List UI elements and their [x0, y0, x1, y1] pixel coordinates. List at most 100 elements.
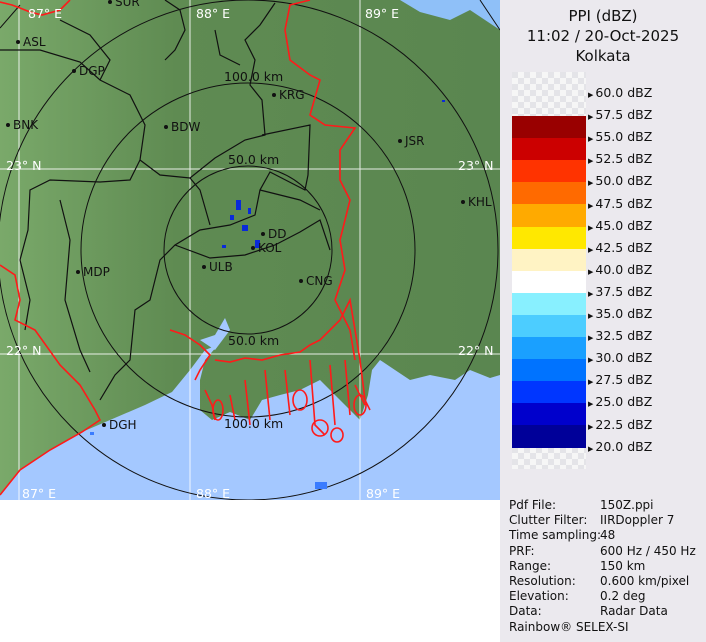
- info-value: 600 Hz / 450 Hz: [600, 543, 696, 558]
- city-asl: ASL: [16, 35, 46, 49]
- info-key: Elevation:: [509, 589, 569, 604]
- info-key: Pdf File:: [509, 498, 557, 512]
- info-key: Data:: [509, 604, 542, 619]
- info-key: Range:: [509, 558, 552, 573]
- colorbar-label: ▶ 20.0 dBZ: [588, 439, 652, 454]
- river-top: [400, 0, 500, 30]
- colorbar-label: ▶ 22.5 dBZ: [588, 417, 652, 432]
- info-key: Time sampling:: [509, 528, 602, 543]
- city-label: BDW: [171, 120, 200, 134]
- colorbar-label-text: 37.5 dBZ: [595, 283, 653, 299]
- colorbar-label: ▶ 57.5 dBZ: [588, 107, 652, 122]
- lat-label-22-right: 22° N: [458, 343, 493, 358]
- city-krg: KRG: [272, 88, 305, 102]
- city-marker-icon: [16, 40, 20, 44]
- tick-icon: ▶: [588, 223, 594, 232]
- colorbar-label-text: 55.0 dBZ: [595, 129, 653, 145]
- colorbar-label: ▶ 35.0 dBZ: [588, 306, 652, 321]
- info-row: Resolution: 0.600 km/pixel: [509, 574, 689, 588]
- city-marker-icon: [72, 69, 76, 73]
- colorbar-label-text: 40.0 dBZ: [595, 261, 653, 277]
- info-value: 150Z.ppi: [600, 498, 654, 512]
- info-value: 0.2 deg: [600, 589, 646, 604]
- radar-echoes: [90, 100, 445, 489]
- city-marker-icon: [299, 279, 303, 283]
- city-marker-icon: [76, 270, 80, 274]
- info-value: 0.600 km/pixel: [600, 574, 690, 588]
- colorbar-band: [512, 270, 586, 294]
- colorbar-band: [512, 425, 586, 448]
- colorbar-label-text: 45.0 dBZ: [595, 217, 653, 233]
- tick-icon: ▶: [588, 157, 594, 166]
- info-row: Range: 150 km: [509, 559, 645, 573]
- info-value: 48: [600, 528, 616, 543]
- graticule: [0, 0, 500, 500]
- city-label: DD: [268, 227, 286, 241]
- info-key: Clutter Filter:: [509, 513, 588, 528]
- colorbar-label: ▶ 55.0 dBZ: [588, 129, 652, 144]
- colorbar-label: ▶ 42.5 dBZ: [588, 240, 652, 255]
- colorbar-label: ▶ 52.5 dBZ: [588, 151, 652, 166]
- lon-label-87-bottom: 87° E: [22, 486, 56, 500]
- tick-icon: ▶: [588, 135, 594, 144]
- city-label: ULB: [209, 260, 233, 274]
- colorbar-label-text: 47.5 dBZ: [595, 195, 653, 211]
- colorbar-label-text: 42.5 dBZ: [595, 239, 653, 255]
- colorbar-label: ▶ 50.0 dBZ: [588, 173, 652, 188]
- colorbar-band: [512, 314, 586, 338]
- tick-icon: ▶: [588, 334, 594, 343]
- colorbar-label-text: 27.5 dBZ: [595, 372, 653, 388]
- city-jsr: JSR: [398, 134, 425, 148]
- city-marker-icon: [202, 265, 206, 269]
- info-row: Time sampling:48: [509, 528, 615, 542]
- lon-label-89: 89° E: [365, 6, 399, 21]
- tick-icon: ▶: [588, 113, 594, 122]
- tick-icon: ▶: [588, 245, 594, 254]
- city-label: KRG: [279, 88, 305, 102]
- city-khl: KHL: [461, 195, 492, 209]
- tick-icon: ▶: [588, 400, 594, 409]
- colorbar-band: [512, 248, 586, 272]
- colorbar-label: ▶ 47.5 dBZ: [588, 196, 652, 211]
- city-label: MDP: [83, 265, 110, 279]
- city-ulb: ULB: [202, 260, 233, 274]
- district-borders: [0, 0, 331, 401]
- product-title: PPI (dBZ): [568, 7, 638, 25]
- city-mdp: MDP: [76, 265, 110, 279]
- border-lines: [0, 0, 371, 496]
- tick-icon: ▶: [588, 267, 594, 276]
- colorbar-band: [512, 337, 586, 360]
- tick-icon: ▶: [588, 378, 594, 387]
- colorbar-label-text: 50.0 dBZ: [595, 173, 653, 189]
- colorbar-label: ▶ 25.0 dBZ: [588, 394, 652, 409]
- datetime: 11:02 / 20-Oct-2025: [526, 27, 680, 45]
- ring-150km: [0, 0, 499, 500]
- lat-label-22: 22° N: [6, 343, 41, 358]
- info-key: PRF:: [509, 543, 535, 558]
- city-cng: CNG: [299, 274, 333, 288]
- city-bdw: BDW: [164, 120, 200, 134]
- lat-label-23: 23° N: [6, 158, 41, 173]
- city-marker-icon: [6, 123, 10, 127]
- ring-100km: [80, 82, 416, 418]
- city-dd: DD: [261, 227, 286, 241]
- city-label: ASL: [23, 35, 46, 49]
- city-label: JSR: [404, 134, 425, 148]
- radar-map: 87° E 88° E 89° E 87° E 88° E 89° E 23° …: [0, 0, 500, 500]
- lon-label-88: 88° E: [196, 6, 230, 21]
- ring-50km: [163, 165, 333, 335]
- colorbar-band: [512, 359, 586, 382]
- colorbar-label: ▶ 40.0 dBZ: [588, 262, 652, 277]
- tick-icon: ▶: [588, 356, 594, 365]
- city-marker-icon: [398, 139, 402, 143]
- lon-label-87: 87° E: [28, 6, 62, 21]
- city-dgh: DGH: [102, 418, 137, 432]
- lon-label-89-bottom: 89° E: [366, 486, 400, 500]
- lat-label-23-right: 23° N: [458, 158, 493, 173]
- city-marker-icon: [251, 246, 255, 250]
- colorbar-label-text: 22.5 dBZ: [595, 416, 653, 432]
- colorbar-label-text: 25.0 dBZ: [595, 394, 653, 410]
- colorbar-band: [512, 116, 586, 139]
- tick-icon: ▶: [588, 179, 594, 188]
- range-rings: [0, 0, 500, 500]
